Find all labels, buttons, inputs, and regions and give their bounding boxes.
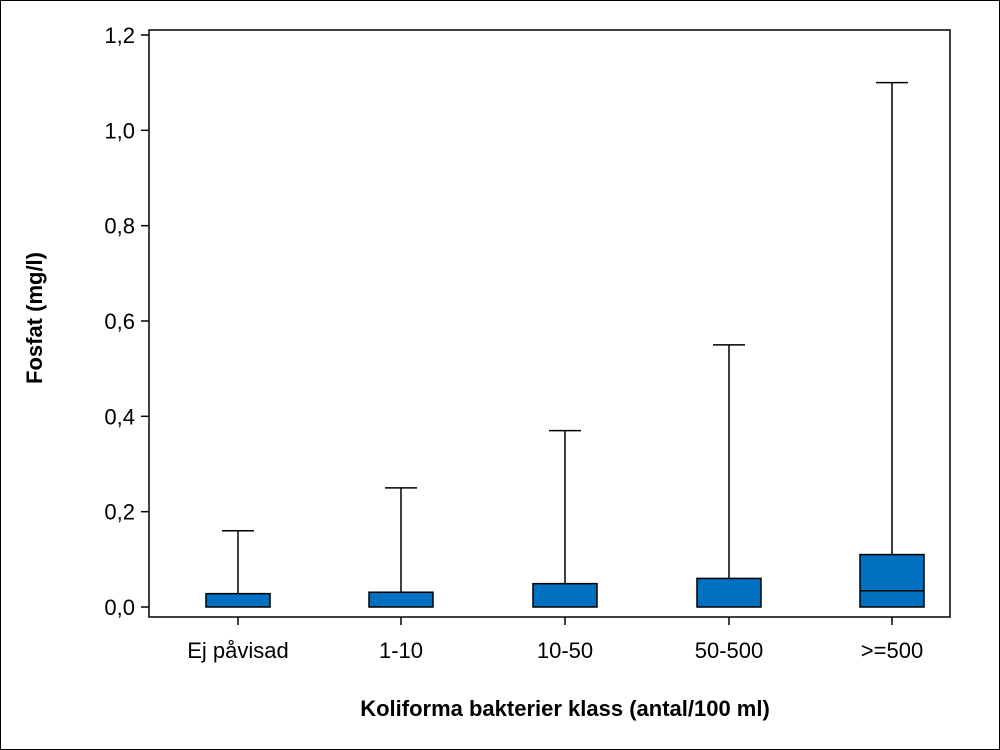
plot-area bbox=[148, 29, 951, 618]
x-tick-label: Ej påvisad bbox=[187, 638, 289, 663]
y-axis: 0,0 0,2 0,4 0,6 0,8 1,0 1,2 bbox=[104, 23, 149, 620]
x-tick-label: 50-500 bbox=[695, 638, 764, 663]
box bbox=[368, 591, 434, 608]
box bbox=[696, 577, 762, 608]
x-axis: Ej påvisad 1-10 10-50 50-500 >=500 bbox=[187, 617, 923, 663]
x-tick-label: 10-50 bbox=[537, 638, 593, 663]
x-axis-title: Koliforma bakterier klass (antal/100 ml) bbox=[360, 696, 770, 721]
y-tick-label: 0,2 bbox=[104, 500, 135, 525]
y-tick-label: 0,8 bbox=[104, 214, 135, 239]
y-tick-label: 1,2 bbox=[104, 23, 135, 48]
box bbox=[205, 592, 271, 608]
y-tick-label: 0,6 bbox=[104, 309, 135, 334]
box bbox=[859, 553, 925, 608]
y-tick-label: 0,0 bbox=[104, 595, 135, 620]
y-tick-label: 0,4 bbox=[104, 404, 135, 429]
box bbox=[532, 582, 598, 608]
x-tick-label: 1-10 bbox=[379, 638, 423, 663]
y-axis-title: Fosfat (mg/l) bbox=[22, 252, 47, 384]
y-tick-label: 1,0 bbox=[104, 118, 135, 143]
x-tick-label: >=500 bbox=[861, 638, 923, 663]
box-series bbox=[205, 81, 925, 608]
